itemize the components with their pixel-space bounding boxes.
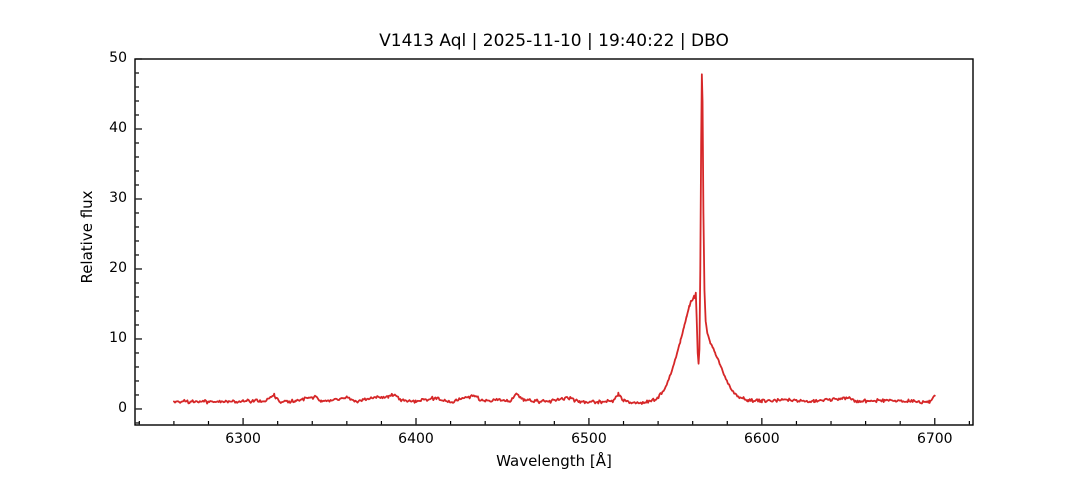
x-tick-label: 6500 [571,431,607,447]
y-tick-label: 50 [109,50,127,66]
y-tick-label: 20 [109,259,127,276]
chart-title: V1413 Aql | 2025-11-10 | 19:40:22 | DBO [379,31,729,51]
y-tick-label: 40 [109,119,127,136]
spectrum-line [173,73,936,405]
axes-frame [134,58,974,426]
x-axis-label: Wavelength [Å] [496,452,612,470]
y-tick-label: 30 [109,189,127,206]
y-tick-label: 10 [109,329,127,346]
axis-ticks [135,58,970,425]
x-tick-label: 6700 [916,431,953,447]
y-tick-label: 0 [118,399,127,416]
x-tick-label: 6600 [744,431,780,447]
y-axis-label: Relative flux [78,190,96,284]
x-tick-label: 6300 [225,431,261,447]
x-tick-label: 6400 [398,431,434,447]
